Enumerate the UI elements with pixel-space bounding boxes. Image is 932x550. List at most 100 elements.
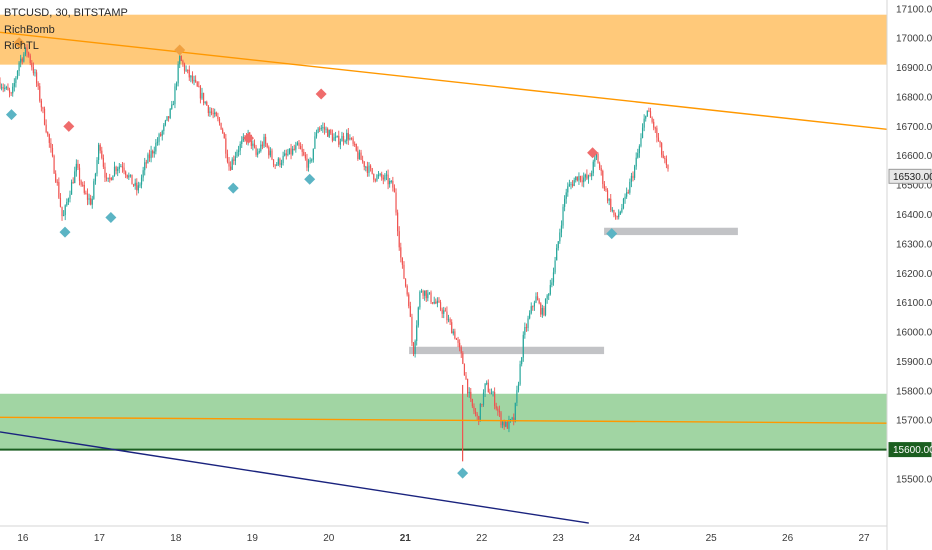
candle [640,133,642,148]
x-axis[interactable]: 16 17 18 19 20 21 22 23 24 25 26 27 [17,533,870,544]
resistance-zone[interactable] [0,14,887,65]
candle [298,140,300,150]
lower-orange-trendline[interactable] [0,416,888,424]
candle [153,146,155,158]
candle [457,336,459,348]
candle [233,155,235,165]
candle [123,162,125,175]
candle [163,122,165,135]
indicator-richtl[interactable]: RichTL [4,40,39,52]
candle [565,188,567,204]
candle [468,387,470,398]
candle [93,178,95,200]
candle [209,107,211,117]
candle [306,153,308,172]
candle [314,131,316,150]
candle [387,169,389,190]
candle [462,351,464,365]
candle [134,178,136,190]
candle [102,154,104,170]
y-tick-label: 16000.00 [896,328,932,339]
candle [384,173,386,182]
y-tick-label: 15800.00 [896,386,932,397]
candle [608,198,610,206]
candle [112,175,114,181]
legend: BTCUSD, 30, BITSTAMP RichBomb RichTL [4,7,128,52]
candle [40,98,42,112]
candle [587,174,590,184]
candle [107,177,109,182]
candle [581,175,583,187]
candle [541,304,543,318]
candle [495,402,497,411]
candle [10,91,12,97]
candle [635,152,637,170]
candle [284,149,286,157]
candle [486,380,488,386]
candle [516,385,518,407]
candle [412,342,415,357]
candle [365,165,367,172]
candle [13,78,15,92]
x-tick-label: 19 [247,533,259,544]
candle [427,289,429,302]
candle [379,172,381,177]
candle [155,139,157,155]
candle [292,145,294,156]
candle [408,292,410,309]
candle [497,406,499,416]
y-tick-label: 16800.00 [896,92,932,103]
candle [164,119,167,127]
candle [230,161,232,171]
gray-range-box[interactable] [604,227,738,236]
candle [428,292,431,295]
candle [121,161,124,173]
candle [338,130,340,148]
candle [180,55,182,62]
symbol-title[interactable]: BTCUSD, 30, BITSTAMP [4,7,128,19]
candle [630,172,633,188]
candle [363,161,365,171]
y-axis[interactable]: 15500.00 15600.00 15700.00 15800.00 15900.00… [896,4,932,485]
candle [83,181,85,195]
indicator-richbomb[interactable]: RichBomb [4,24,55,36]
candle [403,261,405,280]
candle [206,100,208,106]
candle [72,177,74,184]
candle [368,162,370,177]
candle [336,135,338,138]
candle [126,174,128,179]
candle [417,306,419,328]
candle [24,47,27,57]
candle [231,157,233,171]
candle [524,322,526,339]
candle [47,131,49,137]
candle [42,106,44,114]
candle [594,154,596,167]
candle [182,59,184,67]
candle [657,133,660,142]
candle [239,141,241,156]
x-tick-label: 24 [629,533,641,544]
candle [28,51,30,58]
candle [439,299,442,312]
candle [578,172,580,185]
candle [622,197,625,210]
candle [616,215,618,220]
candle [424,290,426,301]
candle [104,162,106,182]
candle [494,387,496,410]
lower-navy-trendline[interactable] [0,431,589,524]
candle [366,161,369,177]
candle [90,194,92,206]
candle [449,317,451,326]
candle [404,278,407,288]
candle [638,144,640,158]
candle [69,190,71,203]
candle [96,157,98,177]
x-tick-label: 25 [706,533,718,544]
gray-range-box[interactable] [409,346,605,355]
candle [218,116,221,126]
candle [549,279,551,296]
upper-trendline[interactable] [0,31,888,130]
